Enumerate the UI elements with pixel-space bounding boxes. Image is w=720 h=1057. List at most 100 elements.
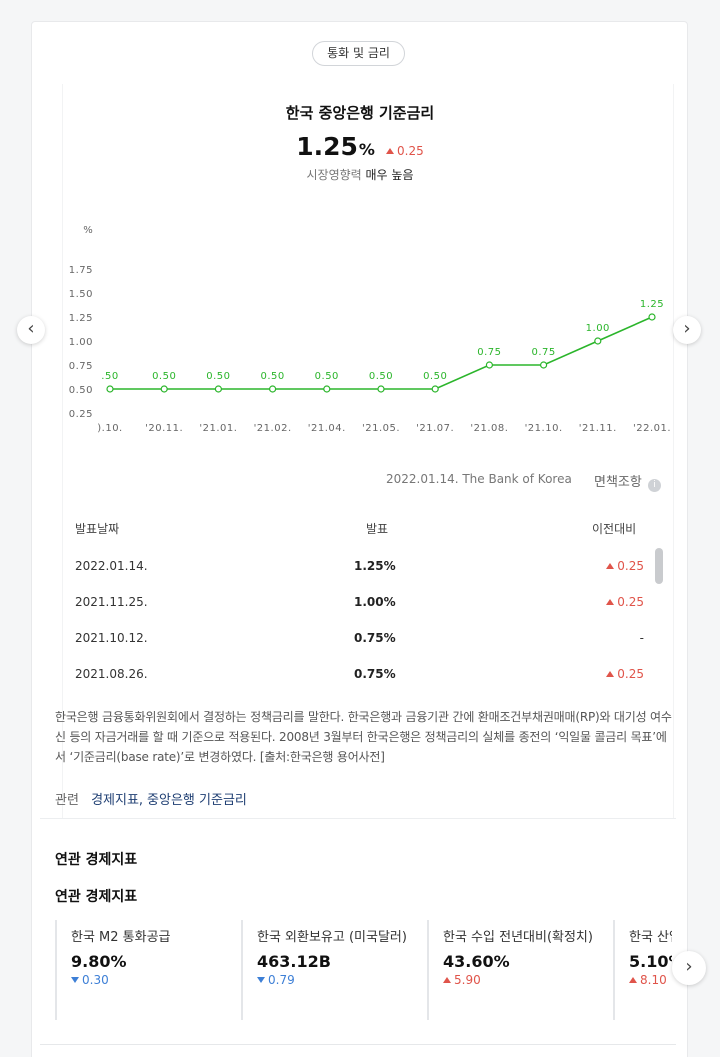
indicator-item-value: 9.80% <box>71 952 127 971</box>
row-diff: - <box>560 631 644 645</box>
next-chart-button[interactable]: › <box>673 316 701 344</box>
indicator-item-change-value: 5.90 <box>454 973 481 987</box>
indicator-item-change-value: 0.30 <box>82 973 109 987</box>
indicator-item-change: 0.30 <box>71 973 240 987</box>
y-tick-label: 1.25 <box>69 313 93 324</box>
x-tick-label: '21.08. <box>470 423 508 434</box>
section-subtitle-related: 연관 경제지표 <box>55 889 138 905</box>
info-icon: i <box>647 479 661 492</box>
indicator-description: 한국은행 금융통화위원회에서 결정하는 정책금리를 말한다. 한국은행과 금융기… <box>55 710 672 764</box>
indicator-item[interactable]: 한국 M2 통화공급 9.80% 0.30 <box>55 920 240 1020</box>
indicator-carousel: 한국 M2 통화공급 9.80% 0.30 한국 외환보유고 (미국달러) 463… <box>55 920 672 1025</box>
row-diff-value: 0.25 <box>617 559 644 573</box>
indicator-item-change: 5.90 <box>443 973 612 987</box>
bottom-divider <box>40 1044 676 1045</box>
x-tick-label: '20.11. <box>145 423 183 434</box>
data-point <box>160 385 168 393</box>
row-diff: 0.25 <box>560 595 644 609</box>
y-axis-unit: % <box>83 225 93 236</box>
x-tick-label: '21.04. <box>308 423 346 434</box>
divider <box>40 818 676 819</box>
content-frame <box>62 84 674 819</box>
table-header-diff: 이전대비 <box>592 522 637 536</box>
data-label: 1.00 <box>586 323 610 334</box>
section-title-related: 연관 경제지표 <box>55 852 138 868</box>
up-arrow-icon <box>386 148 395 154</box>
row-value: 0.75% <box>354 667 396 681</box>
x-tick-label: '21.10. <box>525 423 563 434</box>
indicator-item-name: 한국 수입 전년대비(확정치) <box>443 930 593 945</box>
row-value: 1.25% <box>354 559 396 573</box>
row-diff-value: 0.25 <box>617 595 644 609</box>
table-header-value: 발표 <box>366 522 389 536</box>
up-arrow-icon <box>606 671 615 677</box>
table-row: 2021.11.25. 1.00% 0.25 <box>60 595 660 631</box>
data-label: 0.50 <box>206 371 230 382</box>
table-row: 2022.01.14. 1.25% 0.25 <box>60 559 660 595</box>
data-label: 0.50 <box>152 371 176 382</box>
related-link-base-rate[interactable]: 중앙은행 기준금리 <box>147 793 247 808</box>
chevron-right-icon: › <box>683 318 691 339</box>
x-tick-label: '22.01. <box>633 423 671 434</box>
data-label: .50 <box>101 371 118 382</box>
indicator-item[interactable]: 한국 수입 전년대비(확정치) 43.60% 5.90 <box>427 920 612 1020</box>
row-date: 2021.08.26. <box>75 667 148 681</box>
next-indicators-button[interactable]: › <box>672 951 706 985</box>
impact-label: 시장영향력 <box>306 168 362 182</box>
indicator-value-row: 1.25% 0.25 <box>0 132 720 161</box>
indicator-item-change-value: 8.10 <box>640 973 667 987</box>
indicator-change-value: 0.25 <box>397 144 424 158</box>
related-links: 관련 경제지표, 중앙은행 기준금리 <box>55 789 247 808</box>
data-source: 2022.01.14. The Bank of Korea <box>386 472 572 486</box>
indicator-change: 0.25 <box>386 144 424 158</box>
chevron-left-icon: ‹ <box>27 318 35 339</box>
indicator-item[interactable]: 한국 산업 5.10% 8.10 <box>613 920 672 1020</box>
data-point <box>323 385 331 393</box>
indicator-value: 1.25 <box>296 132 358 161</box>
indicator-item-name: 한국 M2 통화공급 <box>71 930 171 945</box>
table-row: 2021.08.26. 0.75% 0.25 <box>60 667 660 703</box>
y-tick-label: 1.00 <box>69 337 93 348</box>
y-tick-label: 0.75 <box>69 361 93 372</box>
indicator-item-name: 한국 산업 <box>629 930 672 945</box>
disclaimer-link[interactable]: 면책조항 i <box>594 471 661 492</box>
data-label: 0.50 <box>423 371 447 382</box>
row-date: 2021.11.25. <box>75 595 148 609</box>
indicator-card <box>31 21 688 1057</box>
down-arrow-icon <box>257 977 265 983</box>
row-date: 2021.10.12. <box>75 631 148 645</box>
indicator-item-value: 5.10% <box>629 952 672 971</box>
related-link-text: 경제지표 <box>91 793 139 808</box>
row-value: 0.75% <box>354 631 396 645</box>
table-scrollbar[interactable] <box>655 548 663 584</box>
y-tick-label: 1.50 <box>69 289 93 300</box>
related-label: 관련 <box>55 793 79 808</box>
data-label: 0.50 <box>260 371 284 382</box>
data-point <box>106 385 114 393</box>
data-label: 0.75 <box>477 347 501 358</box>
x-tick-label: '21.02. <box>254 423 292 434</box>
indicator-title: 한국 중앙은행 기준금리 <box>285 104 435 122</box>
rate-line-chart: % 1.75 1.50 1.25 1.00 0.75 0.50 0.25 .50 0.50 0.50… <box>69 225 671 434</box>
row-date: 2022.01.14. <box>75 559 148 573</box>
x-tick-label: ).10. <box>97 423 122 434</box>
topic-badge[interactable]: 통화 및 금리 <box>312 41 405 66</box>
indicator-item-value: 463.12B <box>257 952 331 971</box>
indicator-item-change-value: 0.79 <box>268 973 295 987</box>
indicator-item-change: 0.79 <box>257 973 426 987</box>
prev-chart-button[interactable]: ‹ <box>17 316 45 344</box>
row-diff-value: 0.25 <box>617 667 644 681</box>
data-point <box>377 385 385 393</box>
indicator-item[interactable]: 한국 외환보유고 (미국달러) 463.12B 0.79 <box>241 920 426 1020</box>
impact-value: 매우 높음 <box>365 168 414 182</box>
data-point <box>540 361 548 369</box>
related-link-economic-indicators[interactable]: 경제지표, <box>91 793 143 808</box>
data-point <box>431 385 439 393</box>
x-tick-label: '21.07. <box>416 423 454 434</box>
up-arrow-icon <box>606 599 615 605</box>
table-header-date: 발표날짜 <box>75 522 120 536</box>
disclaimer-label: 면책조항 <box>594 475 642 490</box>
row-value: 1.00% <box>354 595 396 609</box>
up-arrow-icon <box>606 563 615 569</box>
indicator-item-change: 8.10 <box>629 973 672 987</box>
